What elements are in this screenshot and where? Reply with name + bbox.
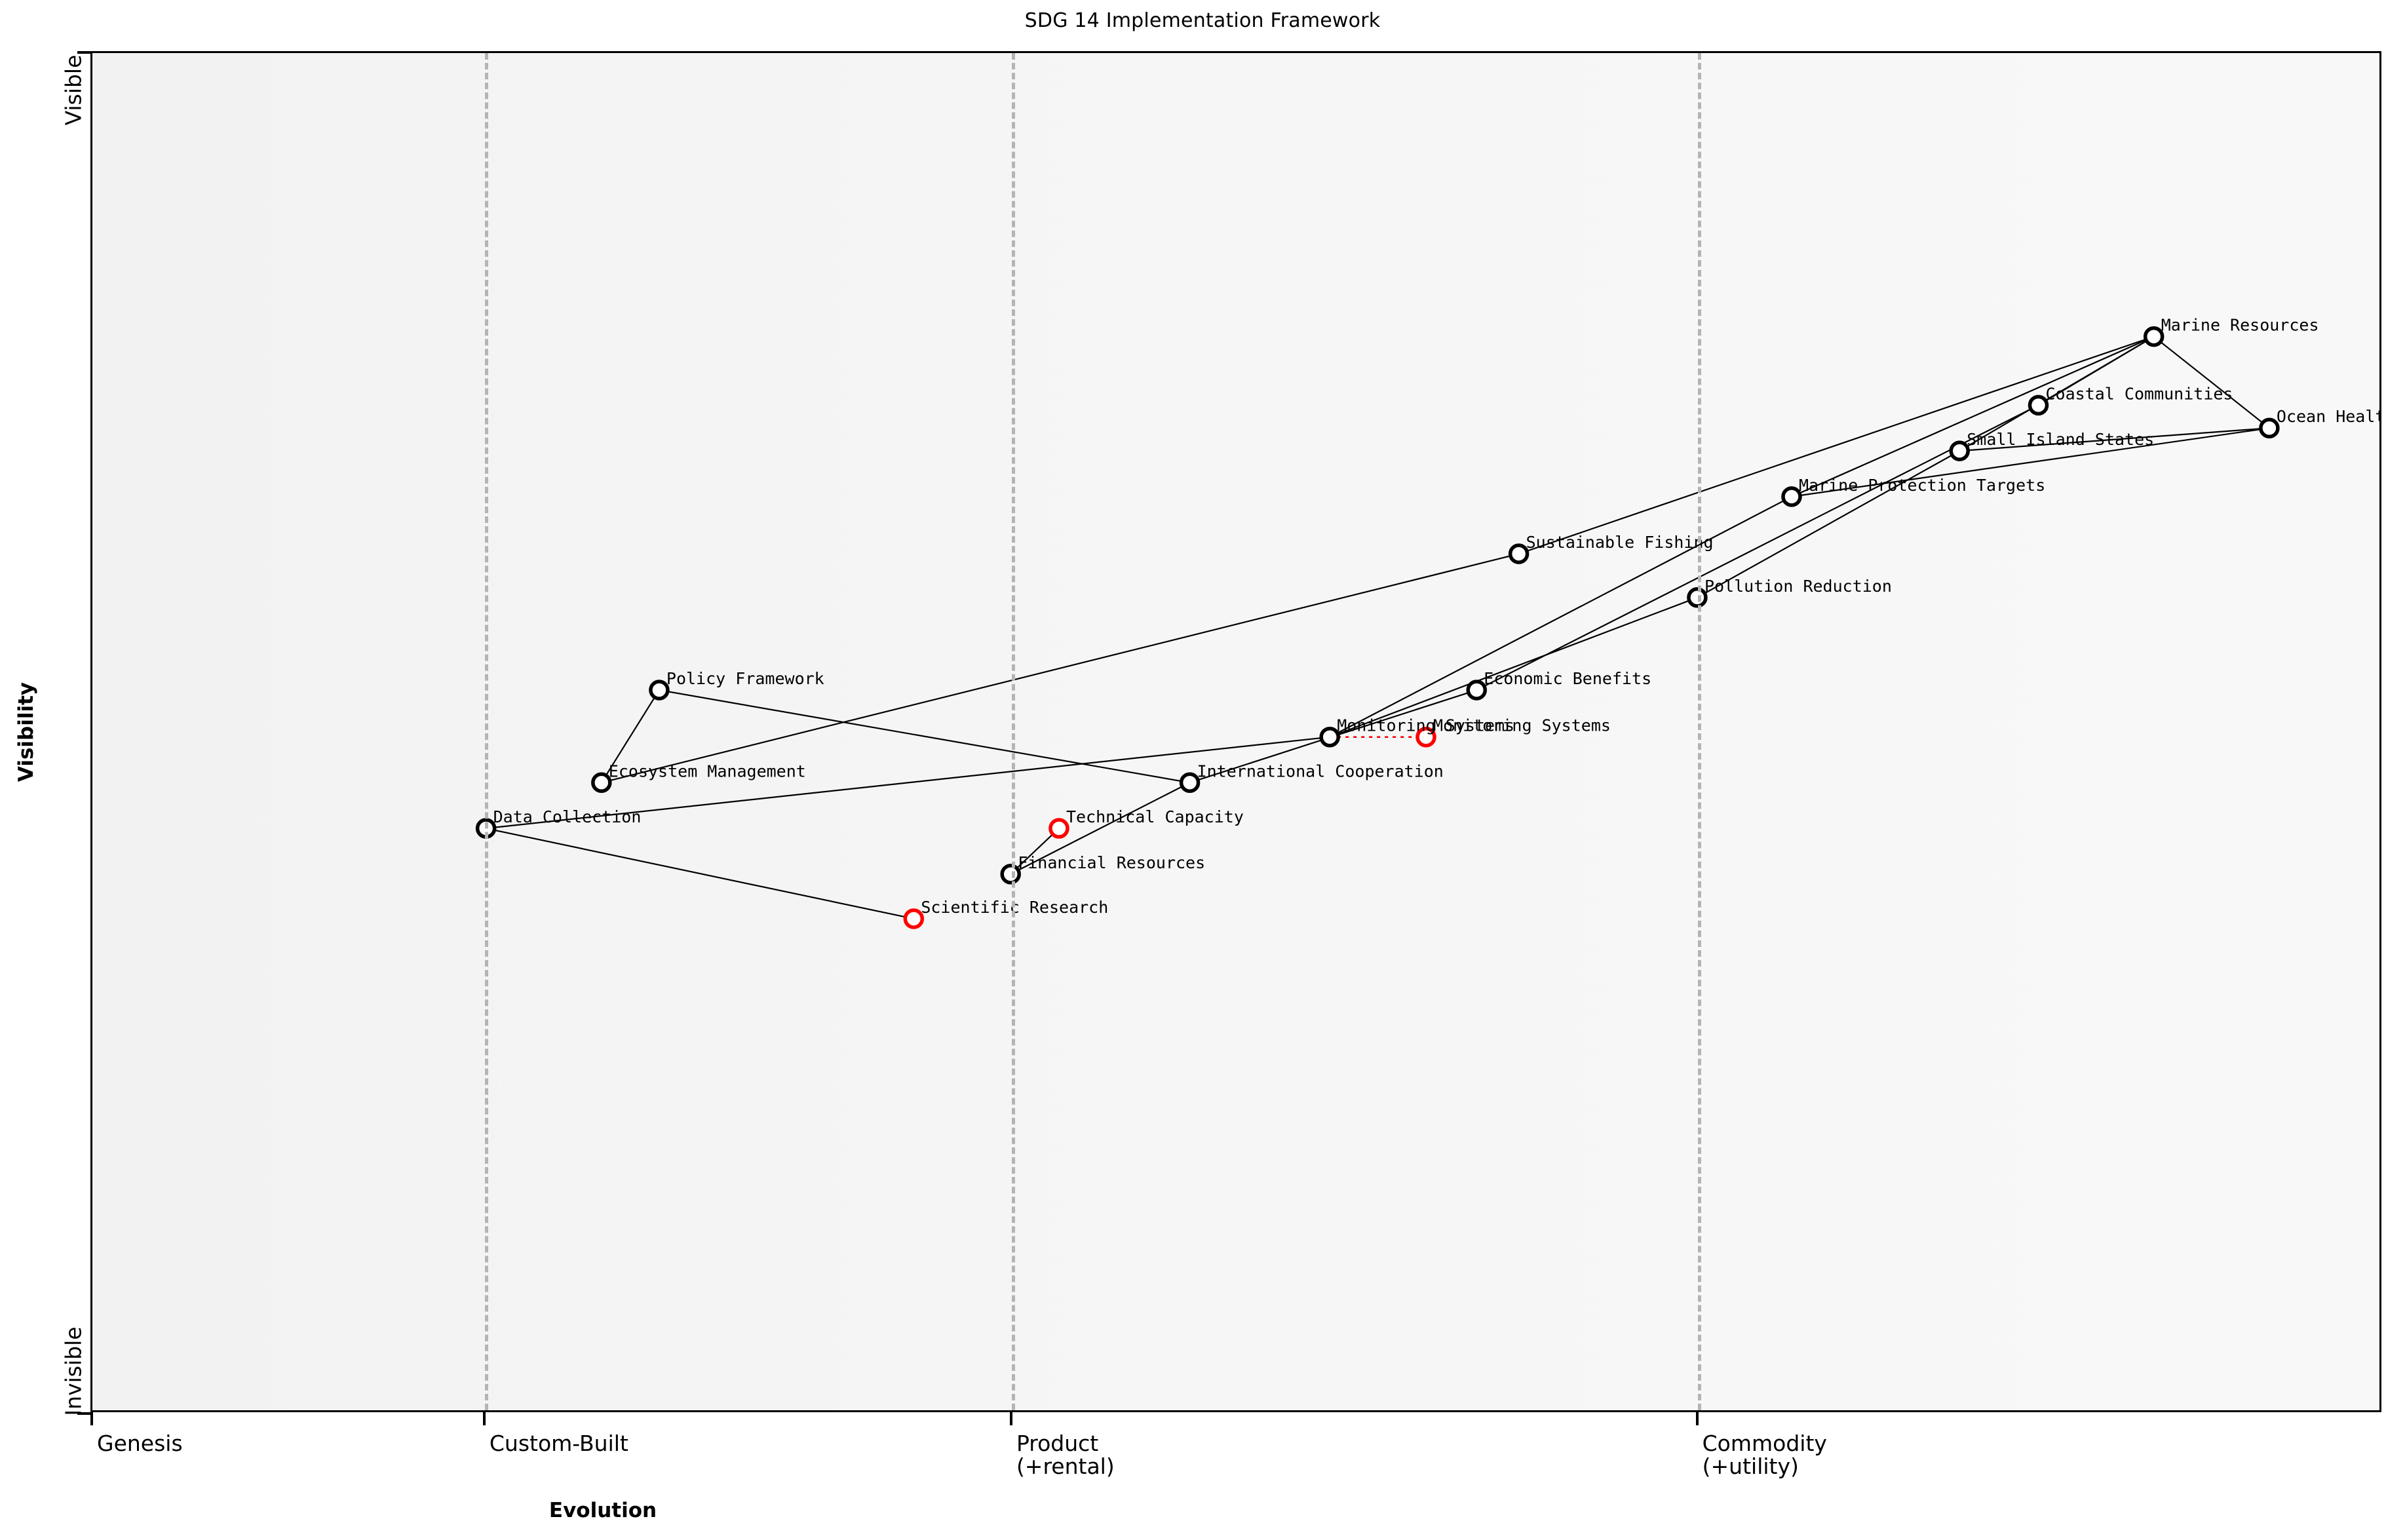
x-tick-mark-2 [1009, 1412, 1012, 1425]
node-scientific_research[interactable] [903, 908, 925, 929]
node-layer [475, 326, 2280, 929]
link-policy_framework-to-ecosystem_management [600, 689, 660, 783]
link-marine_protection_targets-to-monitoring_systems [1329, 495, 1792, 738]
y-tick-label-0: Invisible [60, 1326, 87, 1416]
page-title: SDG 14 Implementation Framework [1024, 9, 1381, 32]
node-label-monitoring_systems: Monitoring Systems [1337, 716, 1514, 735]
node-label-coastal_communities: Coastal Communities [2046, 384, 2233, 403]
node-label-technical_capacity: Technical Capacity [1066, 807, 1244, 826]
y-tick-mark-0 [77, 1412, 90, 1415]
node-ecosystem_management[interactable] [591, 772, 612, 794]
node-marine_protection_targets[interactable] [1781, 486, 1802, 507]
plot-inner: Ocean Health Marine Resources Coastal Comm… [92, 53, 2379, 1410]
link-policy_framework-to-international_cooperation [659, 689, 1190, 784]
link-coastal_communities-to-economic_benefits [1476, 404, 2039, 691]
node-label-international_cooperation: International Cooperation [1197, 761, 1444, 780]
link-ocean_health-to-marine_protection_targets [1791, 427, 2270, 497]
x-axis-title: Evolution [0, 1499, 2405, 1522]
evolution-divider-1 [1011, 53, 1015, 1410]
link-data_collection-to-scientific_research [486, 827, 914, 920]
x-tick-mark-1 [482, 1412, 486, 1425]
link-international_cooperation-to-financial_resources [1010, 782, 1191, 875]
node-financial_resources[interactable] [1000, 864, 1021, 885]
node-label-ecosystem_management: Ecosystem Management [609, 761, 806, 780]
y-tick-mark-1 [77, 51, 90, 54]
evolution-divider-0 [484, 53, 488, 1410]
node-label-pollution_reduction: Pollution Reduction [1704, 577, 1892, 596]
node-pollution_reduction[interactable] [1687, 587, 1708, 608]
link-small_island_states-to-pollution_reduction [1697, 450, 1960, 598]
link-ocean_health-to-small_island_states [1959, 427, 2269, 452]
y-axis-title: Visibility [14, 682, 39, 782]
node-monitoring_systems[interactable] [1319, 726, 1340, 748]
node-international_cooperation[interactable] [1179, 772, 1201, 794]
node-policy_framework[interactable] [649, 680, 670, 701]
link-pollution_reduction-to-monitoring_systems [1329, 596, 1698, 738]
x-tick-label-2: Product (+rental) [1016, 1431, 1115, 1479]
x-tick-label-3: Commodity (+utility) [1702, 1431, 1827, 1479]
link-financial_resources-to-technical_capacity [1010, 828, 1060, 875]
node-label-marine_resources: Marine Resources [2161, 316, 2319, 335]
node-label-ocean_health: Ocean Health [2277, 407, 2381, 426]
evolution-divider-2 [1697, 53, 1701, 1410]
wardley-graph: Ocean Health Marine Resources Coastal Comm… [475, 316, 2381, 929]
node-label-financial_resources: Financial Resources [1018, 853, 1205, 872]
node-economic_benefits[interactable] [1466, 680, 1488, 701]
x-tick-mark-0 [90, 1412, 93, 1425]
link-marine_resources-to-marine_protection_targets [1791, 336, 2155, 497]
node-coastal_communities[interactable] [2028, 395, 2049, 416]
node-label-policy_framework: Policy Framework [666, 669, 824, 688]
node-technical_capacity[interactable] [1049, 818, 1069, 839]
node-small_island_states[interactable] [1949, 440, 1970, 461]
x-tick-mark-3 [1695, 1412, 1699, 1425]
y-tick-label-1: Visible [60, 54, 87, 125]
node-label-small_island_states: Small Island States [1967, 430, 2154, 449]
node-label-monitoring_systems_future: Monitoring Systems [1433, 716, 1611, 735]
x-tick-label-0: Genesis [97, 1431, 183, 1456]
x-axis-title-text: Evolution [548, 1499, 657, 1522]
node-label-sustainable_fishing: Sustainable Fishing [1526, 533, 1714, 552]
node-monitoring_systems_future[interactable] [1415, 726, 1436, 748]
link-marine_resources-to-small_island_states [1959, 336, 2155, 452]
node-marine_resources[interactable] [2143, 326, 2164, 347]
x-tick-label-1: Custom-Built [489, 1431, 628, 1456]
link-sustainable_fishing-to-ecosystem_management [601, 553, 1519, 784]
link-ocean_health-to-marine_resources [2153, 336, 2270, 429]
link-layer [486, 336, 2270, 920]
link-monitoring_systems-to-data_collection [486, 736, 1330, 830]
node-label-economic_benefits: Economic Benefits [1484, 669, 1651, 688]
node-ocean_health[interactable] [2259, 417, 2280, 438]
plot-area: Ocean Health Marine Resources Coastal Comm… [90, 51, 2381, 1412]
node-sustainable_fishing[interactable] [1508, 543, 1530, 564]
link-marine_resources-to-sustainable_fishing [1518, 336, 2155, 555]
node-label-data_collection: Data Collection [493, 807, 642, 826]
label-layer: Ocean Health Marine Resources Coastal Comm… [493, 316, 2381, 917]
node-label-marine_protection_targets: Marine Protection Targets [1799, 476, 2045, 495]
